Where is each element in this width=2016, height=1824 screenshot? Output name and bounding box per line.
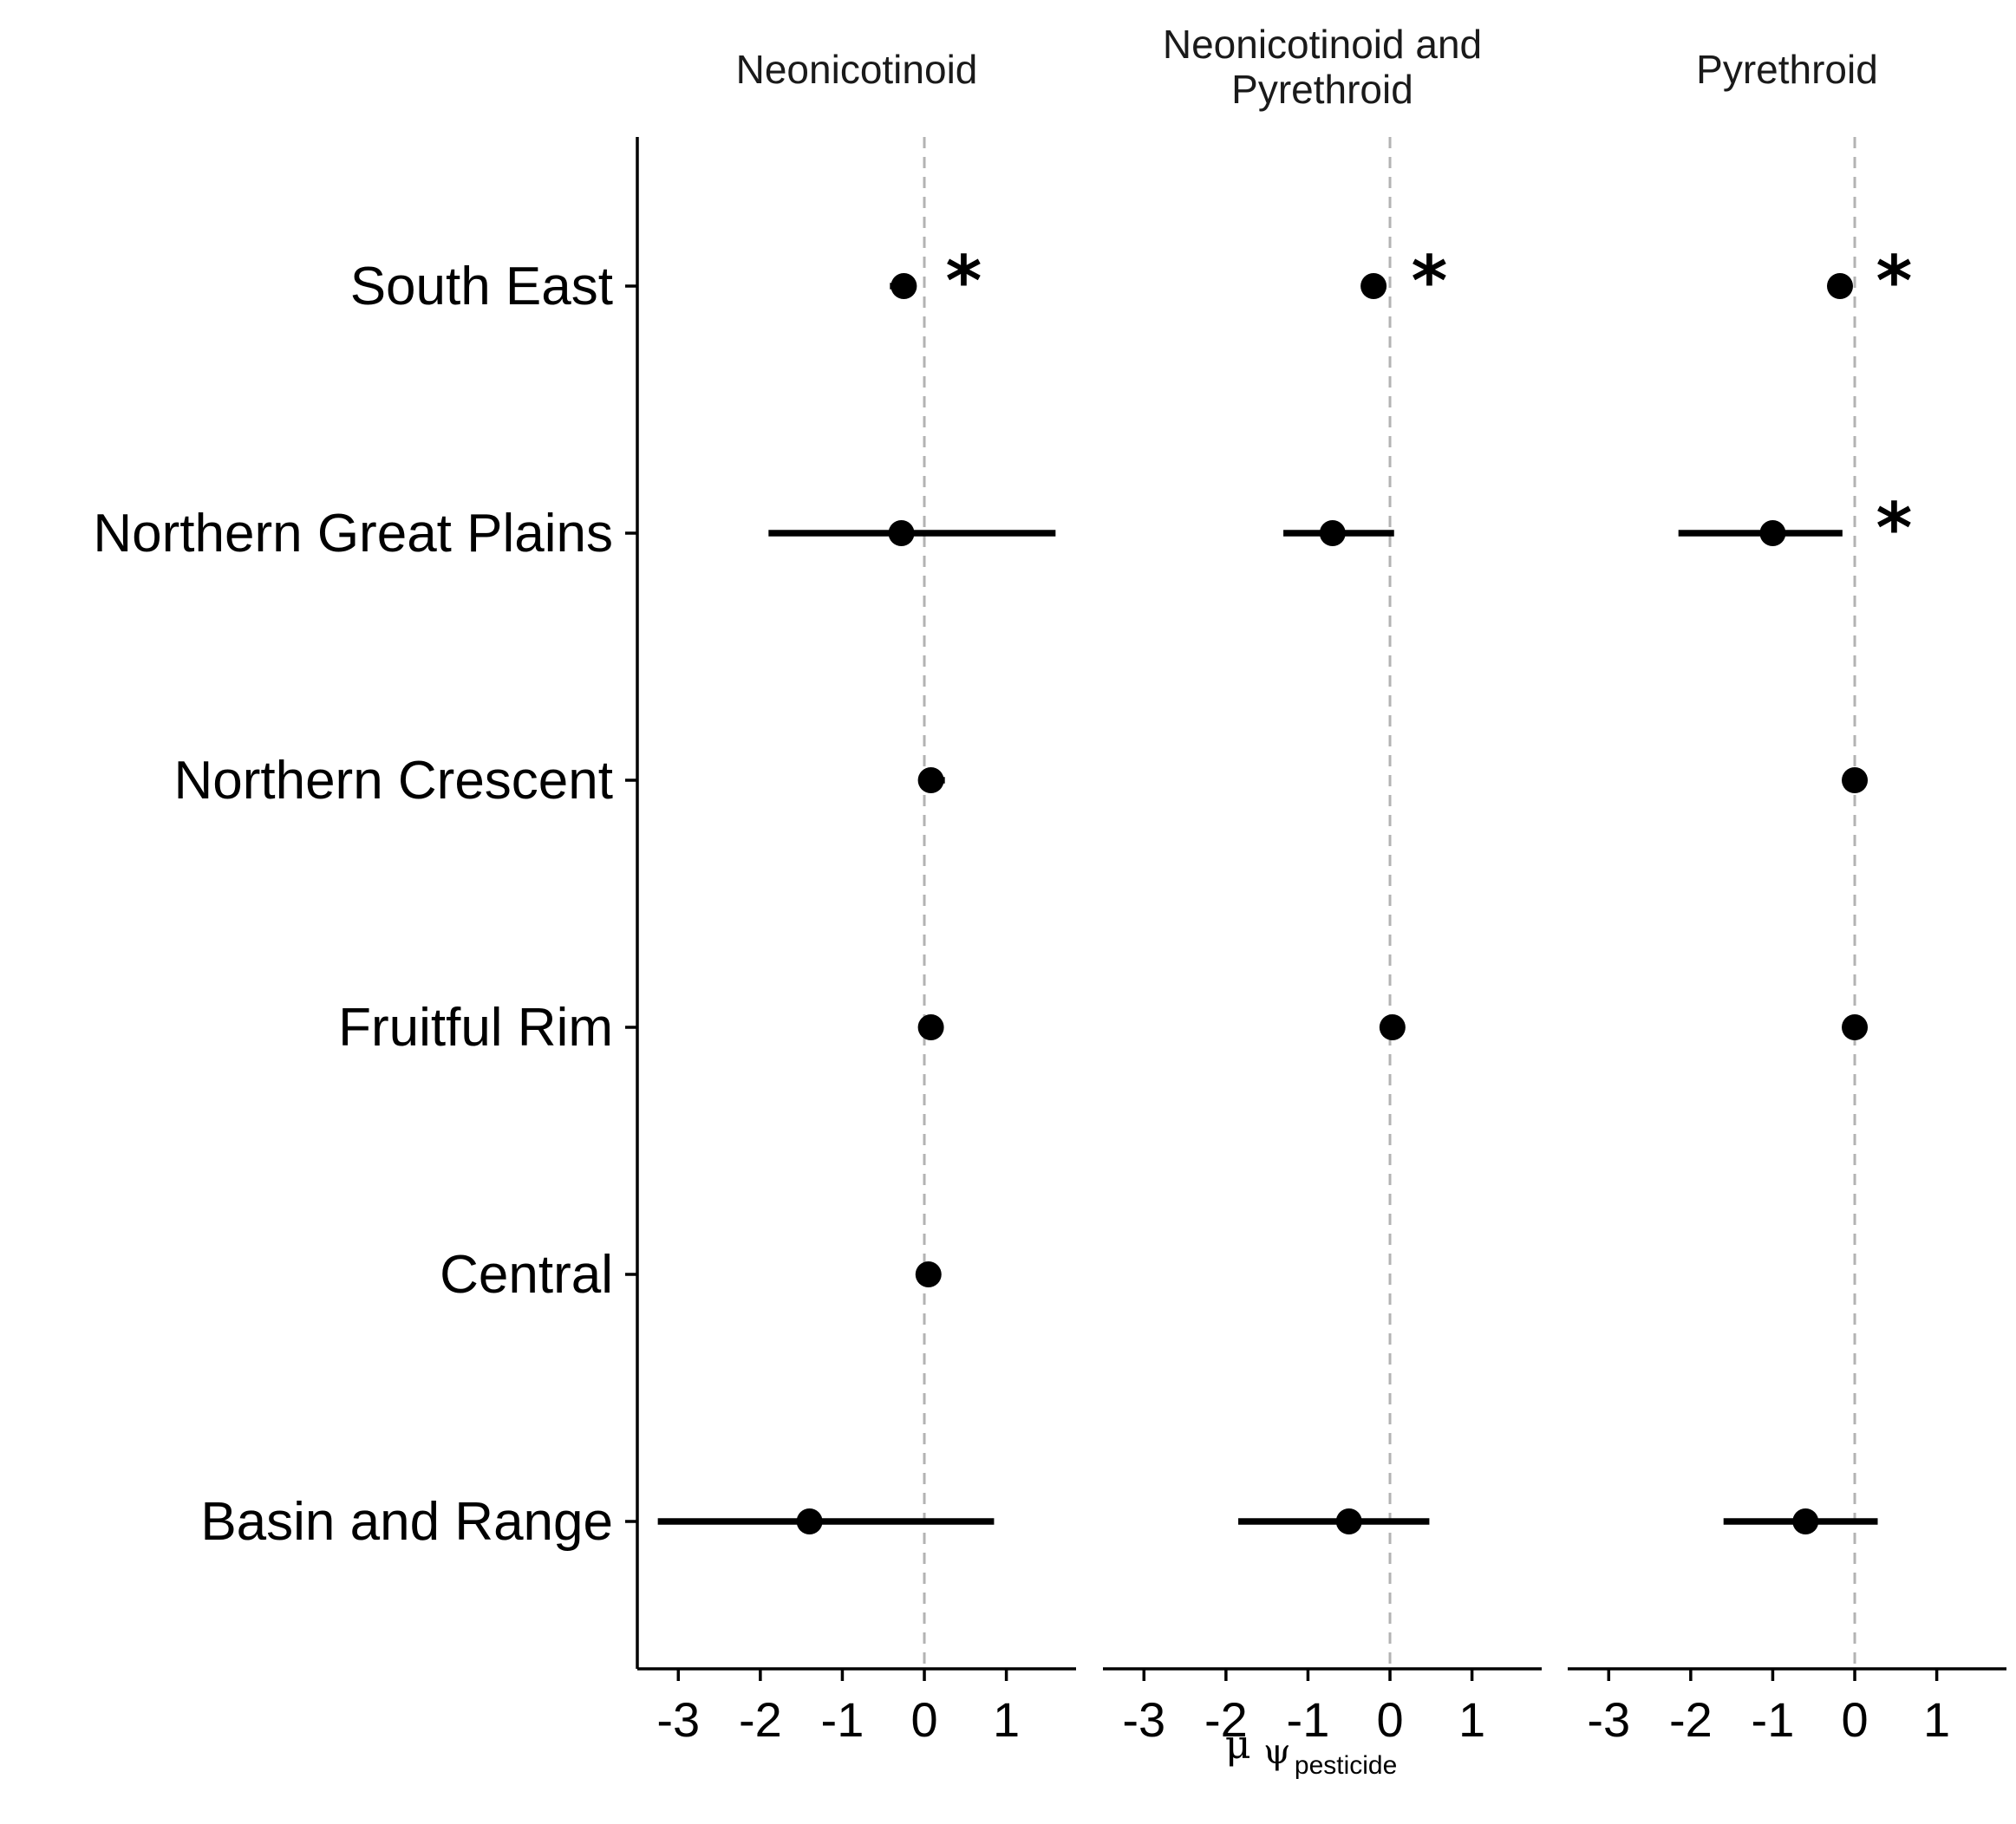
- facet-title: Neonicotinoid: [736, 47, 978, 92]
- estimate-northern-great-plains: *: [1678, 488, 1913, 569]
- facet-title: Pyrethroid: [1696, 47, 1878, 92]
- point-estimate: [888, 520, 915, 546]
- estimate-central: [915, 1261, 942, 1287]
- x-axis-title-symbol: μ: [1225, 1721, 1251, 1768]
- x-axis-title: μ ψ pesticide: [1225, 1721, 1398, 1780]
- estimate-northern-great-plains: [768, 520, 1056, 546]
- x-tick-label: 0: [1841, 1692, 1868, 1747]
- significance-asterisk: *: [1876, 488, 1913, 569]
- x-tick-label: -1: [821, 1692, 864, 1747]
- x-tick-label: -2: [739, 1692, 782, 1747]
- x-tick-label: 1: [1923, 1692, 1950, 1747]
- point-estimate: [1792, 1508, 1819, 1534]
- estimate-northern-crescent: [1842, 767, 1869, 793]
- point-estimate: [891, 273, 917, 299]
- point-estimate: [1319, 520, 1346, 546]
- region-label-northern-great-plains: Northern Great Plains: [93, 504, 613, 563]
- estimate-fruitful-rim: [1379, 1014, 1406, 1040]
- estimate-basin-and-range: [657, 1508, 995, 1534]
- point-estimate: [1335, 1508, 1362, 1534]
- significance-asterisk: *: [1876, 241, 1913, 322]
- region-label-central: Central: [440, 1245, 613, 1305]
- estimate-basin-and-range: [1723, 1508, 1878, 1534]
- estimate-south-east: *: [1827, 241, 1912, 322]
- region-label-fruitful-rim: Fruitful Rim: [338, 998, 613, 1058]
- facet-pyrethroid: Pyrethroid -3 -2 -1 0 1 * *: [1568, 47, 2006, 1747]
- x-axis-title-subscript: pesticide: [1295, 1751, 1397, 1780]
- region-label-northern-crescent: Northern Crescent: [173, 751, 613, 811]
- facet-neonicotinoid: Neonicotinoid -3 -2 -1 0 1 *: [637, 47, 1076, 1747]
- point-estimate: [917, 767, 944, 793]
- x-axis-title-variable: ψ: [1263, 1732, 1290, 1772]
- facet-title: Neonicotinoid and Pyrethroid: [1163, 22, 1482, 112]
- facet-neonicotinoid-and-pyrethroid: Neonicotinoid and Pyrethroid -3 -2 -1 0 1 *: [1103, 22, 1542, 1747]
- region-label-basin-and-range: Basin and Range: [200, 1492, 613, 1552]
- significance-asterisk: *: [1412, 241, 1448, 322]
- point-estimate: [1759, 520, 1786, 546]
- point-estimate: [1827, 273, 1854, 299]
- point-estimate: [796, 1508, 823, 1534]
- estimate-south-east: *: [1360, 241, 1447, 322]
- point-estimate: [1360, 273, 1387, 299]
- x-tick-label: -1: [1752, 1692, 1795, 1747]
- point-estimate: [1842, 1014, 1869, 1040]
- estimate-fruitful-rim: [917, 1014, 944, 1040]
- x-tick-label: 1: [1458, 1692, 1485, 1747]
- point-estimate: [1842, 767, 1869, 793]
- x-tick-label: 0: [1376, 1692, 1403, 1747]
- point-estimate: [1379, 1014, 1406, 1040]
- estimate-basin-and-range: [1238, 1508, 1430, 1534]
- x-tick-label: -2: [1669, 1692, 1713, 1747]
- x-tick-label: -1: [1287, 1692, 1330, 1747]
- estimate-fruitful-rim: [1842, 1014, 1869, 1040]
- facet-panels: Neonicotinoid-3 -2 -1 0 1*Neonicotinoid and P…: [637, 22, 2006, 1747]
- significance-asterisk: *: [946, 241, 982, 322]
- x-tick-label: 1: [993, 1692, 1020, 1747]
- x-tick-label: 0: [910, 1692, 937, 1747]
- estimate-northern-great-plains: [1283, 520, 1394, 546]
- x-tick-label: -2: [1204, 1692, 1248, 1747]
- estimate-south-east: *: [890, 241, 982, 322]
- x-tick-label: -3: [1122, 1692, 1165, 1747]
- x-tick-label: -3: [1587, 1692, 1630, 1747]
- estimate-northern-crescent: [917, 767, 945, 793]
- x-tick-label: -3: [656, 1692, 700, 1747]
- y-axis: South East Northern Great Plains Northern …: [93, 137, 639, 1669]
- point-estimate: [917, 1014, 944, 1040]
- point-estimate: [915, 1261, 942, 1287]
- region-label-south-east: South East: [350, 257, 613, 316]
